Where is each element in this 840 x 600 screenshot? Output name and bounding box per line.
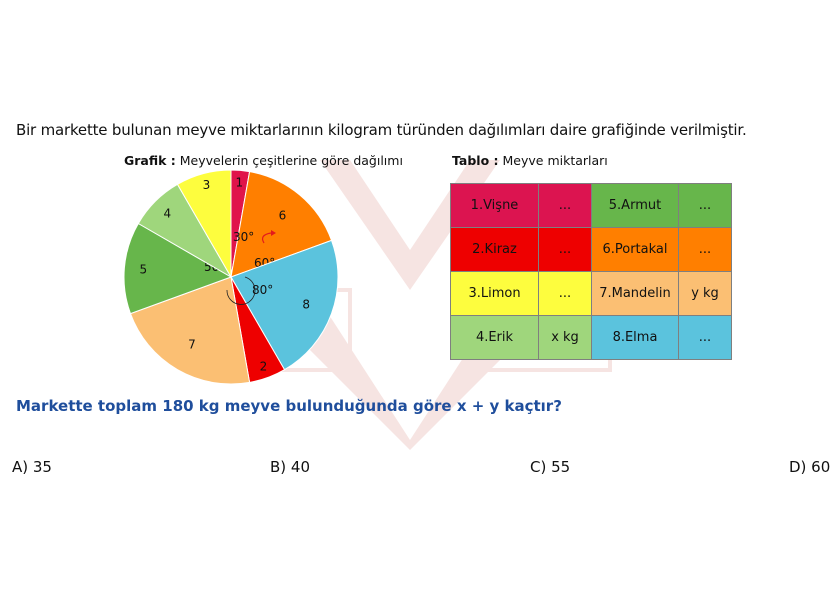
fruit-table: 1.Vişne... 5.Armut... 2.Kiraz... 6.Portakal… <box>450 183 732 360</box>
pie-slice-label: 1 <box>235 175 243 189</box>
pie-slice-label: 5 <box>140 262 148 276</box>
choice-a[interactable]: A) 35 <box>12 458 52 476</box>
pie-slice-label: 6 <box>279 209 287 223</box>
pie-slice-3 <box>176 169 232 279</box>
table-caption-text: Meyve miktarları <box>498 153 608 168</box>
choice-d[interactable]: D) 60 <box>789 458 831 476</box>
table-cell: ... <box>538 227 592 272</box>
pie-slice-label: 7 <box>188 338 196 352</box>
table-cell: y kg <box>678 271 732 316</box>
pie-caption-bold: Grafik : <box>124 153 176 168</box>
intro-text: Bir markette bulunan meyve miktarlarının… <box>16 121 747 139</box>
angle-arc <box>226 276 256 305</box>
table-cell: 8.Elma <box>591 315 679 360</box>
table-cell: 3.Limon <box>450 271 539 316</box>
table-cell: 6.Portakal <box>591 227 679 272</box>
table-caption-bold: Tablo : <box>452 153 499 168</box>
pie-caption-text: Meyvelerin çeşitlerine göre dağılımı <box>175 153 403 168</box>
pie-angle-label: 30° <box>233 230 254 244</box>
arrow-head-icon <box>271 230 276 236</box>
table-row: 3.Limon... 7.Mandelin y kg <box>450 271 732 316</box>
pie-slice-6 <box>230 171 333 278</box>
pie-slice-7 <box>129 276 251 385</box>
table-cell: ... <box>678 315 732 360</box>
table-cell: x kg <box>538 315 592 360</box>
table-row: 1.Vişne... 5.Armut... <box>450 183 732 228</box>
arrow-icon <box>261 232 272 244</box>
table-cell: ... <box>678 183 732 228</box>
choice-c[interactable]: C) 55 <box>530 458 571 476</box>
pie-slice-label: 3 <box>203 178 211 192</box>
pie-angle-label: 80° <box>252 283 273 297</box>
table-cell: ... <box>678 227 732 272</box>
table-row: 4.Erik x kg 8.Elma... <box>450 315 732 360</box>
table-cell: 1.Vişne <box>450 183 539 228</box>
table-cell: 5.Armut <box>591 183 679 228</box>
table-cell: ... <box>538 271 592 316</box>
pie-slice-8 <box>230 239 339 371</box>
pie-slice-5 <box>123 222 233 315</box>
choice-b[interactable]: B) 40 <box>270 458 310 476</box>
table-row: 2.Kiraz... 6.Portakal... <box>450 227 732 272</box>
pie-slice-label: 2 <box>260 359 268 373</box>
table-cell: 2.Kiraz <box>450 227 539 272</box>
pie-slice-label: 8 <box>302 297 310 311</box>
table-cell: ... <box>538 183 592 228</box>
table-cell: 4.Erik <box>450 315 539 360</box>
pie-caption: Grafik : Meyvelerin çeşitlerine göre dağ… <box>124 153 403 168</box>
table-caption: Tablo : Meyve miktarları <box>452 153 608 168</box>
pie-slice-label: 4 <box>164 206 172 220</box>
question-text: Markette toplam 180 kg meyve bulunduğund… <box>16 397 562 415</box>
table-cell: 7.Mandelin <box>591 271 679 316</box>
